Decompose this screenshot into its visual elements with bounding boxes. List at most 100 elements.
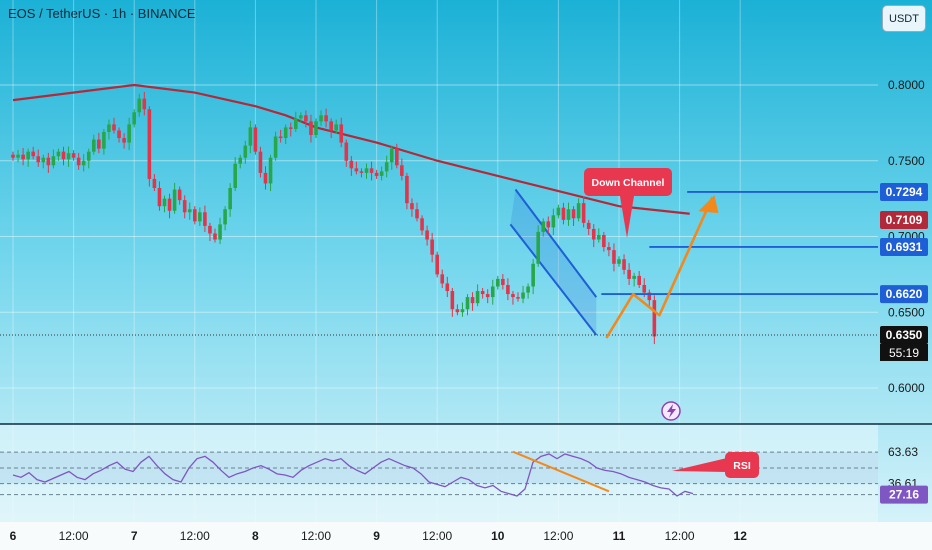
candle-body — [223, 209, 227, 225]
candle-body — [480, 291, 485, 295]
candle-body — [36, 156, 41, 163]
price-label-badge — [880, 182, 928, 201]
candle-body — [405, 175, 409, 204]
candle-body — [400, 165, 404, 176]
candle-body — [309, 121, 313, 135]
candle-body — [31, 151, 35, 157]
price-label-badge — [880, 285, 928, 304]
candle-body — [642, 284, 647, 293]
rsi-axis-tick: 63.63 — [888, 445, 918, 459]
time-axis-tick: 11 — [613, 529, 626, 543]
candle-body — [162, 198, 167, 207]
candle-body — [430, 239, 434, 255]
time-axis-tick: 12:00 — [59, 529, 89, 543]
candle-body — [253, 127, 258, 152]
candle-body — [425, 230, 429, 240]
candle-body — [496, 278, 500, 287]
candle-body — [526, 286, 530, 293]
time-axis — [0, 522, 932, 550]
candle-body — [46, 157, 51, 166]
candle-body — [329, 121, 333, 131]
candle-body — [511, 294, 515, 298]
candle-body — [92, 139, 96, 152]
price-label-text: 0.6350 — [886, 328, 923, 342]
candle-body — [233, 163, 237, 189]
price-label-badge — [880, 210, 928, 229]
rsi-line — [12, 453, 694, 497]
candle-body — [445, 283, 450, 292]
candle-body — [632, 275, 636, 279]
candle-body — [440, 274, 445, 284]
candle-body — [193, 209, 197, 222]
rsi-callout-label: RSI — [733, 460, 751, 472]
rsi-value-text: 27.16 — [889, 488, 919, 502]
candle-body — [21, 154, 25, 160]
candle-body — [597, 234, 601, 240]
rsi-callout — [725, 452, 759, 478]
candle-body — [102, 131, 106, 149]
candle-body — [541, 221, 546, 232]
projection-path — [605, 196, 714, 339]
candle-body — [61, 151, 66, 160]
down-channel-fill — [510, 189, 597, 335]
candle-body — [602, 234, 606, 248]
candle-body — [536, 231, 540, 264]
candle-body — [16, 154, 20, 158]
candle-body — [268, 157, 273, 184]
candle-body — [637, 275, 641, 285]
candle-body — [379, 171, 384, 176]
candle-body — [612, 250, 616, 264]
candle-body — [51, 156, 56, 166]
candle-body — [485, 294, 490, 298]
candle-body — [470, 297, 475, 304]
price-label-text: 0.6620 — [886, 287, 923, 301]
time-axis-tick: 8 — [252, 529, 259, 543]
candle-body — [122, 138, 126, 143]
candle-body — [546, 221, 551, 228]
candle-body — [455, 309, 460, 313]
price-axis-tick: 0.6500 — [888, 305, 925, 319]
currency-button[interactable]: USDT — [882, 5, 926, 32]
candle-body — [97, 139, 101, 149]
rsi-value-badge — [880, 485, 928, 504]
candle-body — [198, 212, 202, 222]
rsi-callout-pointer — [672, 458, 727, 472]
candle-body — [147, 109, 152, 179]
candle-body — [521, 292, 525, 299]
candle-body — [364, 168, 369, 173]
time-axis-tick: 9 — [373, 529, 380, 543]
candle-body — [395, 148, 399, 166]
candle-body — [475, 291, 480, 304]
candle-body — [556, 207, 561, 216]
candle-body — [66, 153, 71, 160]
candle-body — [288, 127, 293, 129]
time-axis-tick: 12:00 — [301, 529, 331, 543]
candle-body — [203, 212, 207, 226]
candle-body — [107, 124, 111, 132]
candle-body — [551, 215, 556, 228]
down-channel-callout — [584, 168, 672, 196]
down-channel-upper-line — [514, 188, 598, 298]
candle-body — [228, 188, 232, 210]
candle-body — [117, 130, 121, 139]
candle-body — [177, 189, 182, 201]
candle-body — [304, 115, 308, 122]
time-axis-tick: 10 — [491, 529, 505, 543]
candle-body — [450, 291, 455, 310]
projection-arrowhead — [698, 195, 719, 214]
lightning-icon-glyph — [667, 404, 676, 418]
candle-body — [506, 284, 510, 295]
candle-body — [208, 225, 212, 234]
candle-body — [26, 151, 30, 160]
candle-body — [314, 121, 318, 135]
candle-body — [586, 222, 591, 229]
time-axis-tick: 12 — [734, 529, 748, 543]
candle-body — [465, 297, 470, 310]
candle-body — [617, 259, 621, 264]
candle-body — [566, 209, 571, 220]
candle-body — [339, 124, 344, 143]
candle-body — [157, 188, 162, 207]
candle-body — [132, 112, 136, 125]
